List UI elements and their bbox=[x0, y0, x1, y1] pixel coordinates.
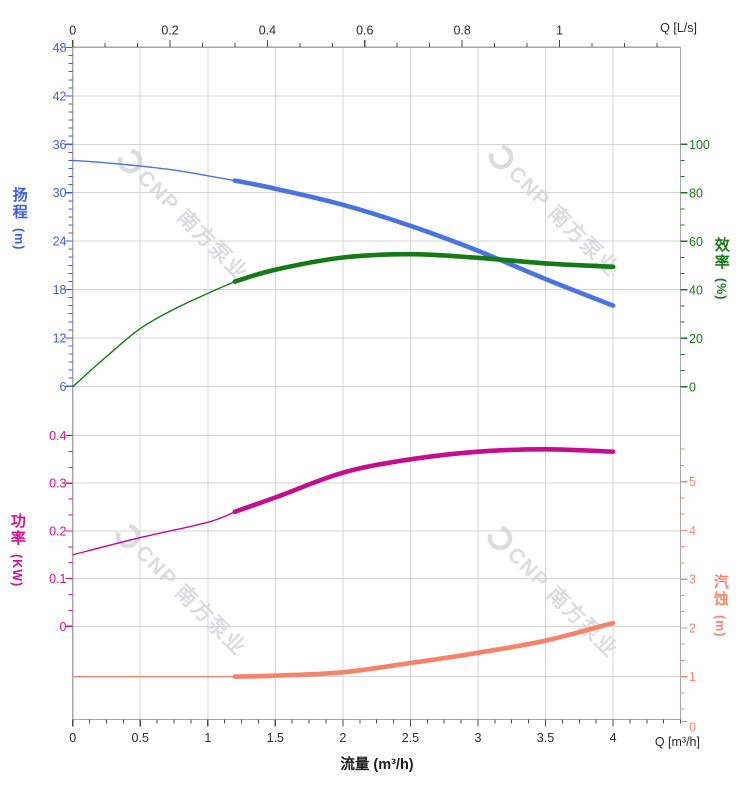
power-axis-tick-label: 0.2 bbox=[49, 524, 66, 538]
npsh-axis-unit: (m) bbox=[712, 615, 727, 638]
efficiency-axis-unit: (%) bbox=[713, 278, 728, 301]
head-axis-title-text: 扬程 bbox=[10, 187, 28, 221]
gridlines bbox=[72, 46, 681, 720]
watermark-stamp: CNP 南方泵业 bbox=[115, 523, 251, 660]
tick-labels: 0 0.2 0.4 0.6 0.8 10 0.5 1 1.5 2 2.5 3 3.5 4484236302… bbox=[49, 24, 710, 746]
power-axis-tick-label: 0.1 bbox=[49, 572, 66, 586]
top-axis-tick-label: 0.4 bbox=[259, 24, 276, 38]
head-curve bbox=[232, 178, 616, 308]
power-axis-tick-label: 0.3 bbox=[49, 477, 66, 491]
npsh-axis-tick-label: 3 bbox=[689, 573, 696, 587]
cnp-logo-icon bbox=[117, 148, 143, 174]
watermark-text: CNP 南方泵业 bbox=[133, 165, 253, 285]
bottom-axis-tick-label: 4 bbox=[610, 731, 617, 745]
cnp-logo-icon bbox=[488, 144, 514, 170]
power-axis-tick-label: 0 bbox=[60, 620, 67, 634]
npsh-axis-tick-label: 1 bbox=[689, 670, 696, 684]
efficiency-curve bbox=[232, 251, 616, 284]
top-axis-tick-label: 0.6 bbox=[356, 24, 373, 38]
npsh-axis-title-text: 汽蚀 bbox=[711, 574, 729, 608]
head-axis-tick-label: 24 bbox=[53, 235, 67, 249]
npsh-axis-tick-label: 4 bbox=[689, 524, 696, 538]
top-axis-tick-label: 1 bbox=[556, 24, 563, 38]
efficiency-axis-tick-label: 100 bbox=[689, 138, 710, 152]
head-axis-tick-label: 6 bbox=[60, 380, 67, 394]
top-axis-tick-label: 0.2 bbox=[161, 24, 178, 38]
cnp-logo-icon bbox=[115, 523, 141, 549]
power-curve bbox=[232, 447, 616, 515]
top-axis-unit-label: Q [L/s] bbox=[660, 21, 697, 35]
npsh-axis-title: 汽蚀 (m) bbox=[711, 574, 729, 638]
power-axis-unit: (KW) bbox=[9, 554, 24, 588]
efficiency-axis-title: 效率 (%) bbox=[712, 237, 730, 301]
efficiency-axis-tick-label: 20 bbox=[689, 332, 703, 346]
curves bbox=[72, 159, 616, 679]
top-axis-tick-label: 0.8 bbox=[453, 24, 470, 38]
top-axis-tick-label: 0 bbox=[69, 24, 76, 38]
bottom-axis-tick-label: 2 bbox=[339, 731, 346, 745]
head-axis-tick-label: 36 bbox=[53, 138, 67, 152]
power-axis-title: 功率 (KW) bbox=[8, 513, 26, 588]
power-axis-title-text: 功率 bbox=[8, 513, 26, 547]
npsh-curve bbox=[232, 620, 616, 679]
cnp-logo-icon bbox=[487, 525, 513, 551]
head-axis-title: 扬程 (m) bbox=[10, 187, 28, 251]
efficiency-axis-tick-label: 80 bbox=[689, 186, 703, 200]
npsh-axis-tick-label: 0 bbox=[689, 721, 696, 735]
bottom-axis-tick-label: 0.5 bbox=[132, 731, 149, 745]
head-axis-tick-label: 48 bbox=[53, 41, 67, 55]
head-axis-tick-label: 42 bbox=[53, 89, 67, 103]
watermark-stamp: CNP 南方泵业 bbox=[117, 148, 253, 285]
efficiency-axis-title-text: 效率 bbox=[712, 237, 730, 271]
bottom-axis-unit-label: Q [m³/h] bbox=[654, 735, 700, 749]
efficiency-axis-tick-label: 60 bbox=[689, 235, 703, 249]
head-axis-tick-label: 12 bbox=[53, 331, 67, 345]
bottom-axis-tick-label: 1.5 bbox=[267, 731, 284, 745]
bottom-axis-tick-label: 2.5 bbox=[402, 731, 419, 745]
flow-axis-title: 流量 (m³/h) bbox=[340, 757, 414, 773]
npsh-axis-tick-label: 2 bbox=[689, 621, 696, 635]
head-axis-unit: (m) bbox=[11, 228, 26, 251]
axis-ticks bbox=[65, 40, 688, 727]
efficiency-curve-thin bbox=[72, 280, 236, 388]
power-axis-tick-label: 0.4 bbox=[49, 429, 66, 443]
bottom-axis-tick-label: 0 bbox=[69, 731, 76, 745]
efficiency-axis-tick-label: 0 bbox=[689, 380, 696, 394]
npsh-axis-tick-label: 5 bbox=[689, 475, 696, 489]
power-curve-thin bbox=[72, 511, 236, 556]
efficiency-axis-tick-label: 40 bbox=[689, 283, 703, 297]
bottom-axis-tick-label: 3.5 bbox=[537, 731, 554, 745]
head-axis-tick-label: 30 bbox=[53, 186, 67, 200]
bottom-axis-tick-label: 1 bbox=[204, 731, 211, 745]
head-axis-tick-label: 18 bbox=[53, 283, 67, 297]
bottom-axis-tick-label: 3 bbox=[474, 731, 481, 745]
head-curve-thin bbox=[72, 159, 235, 182]
watermark-text: CNP 南方泵业 bbox=[131, 540, 251, 660]
